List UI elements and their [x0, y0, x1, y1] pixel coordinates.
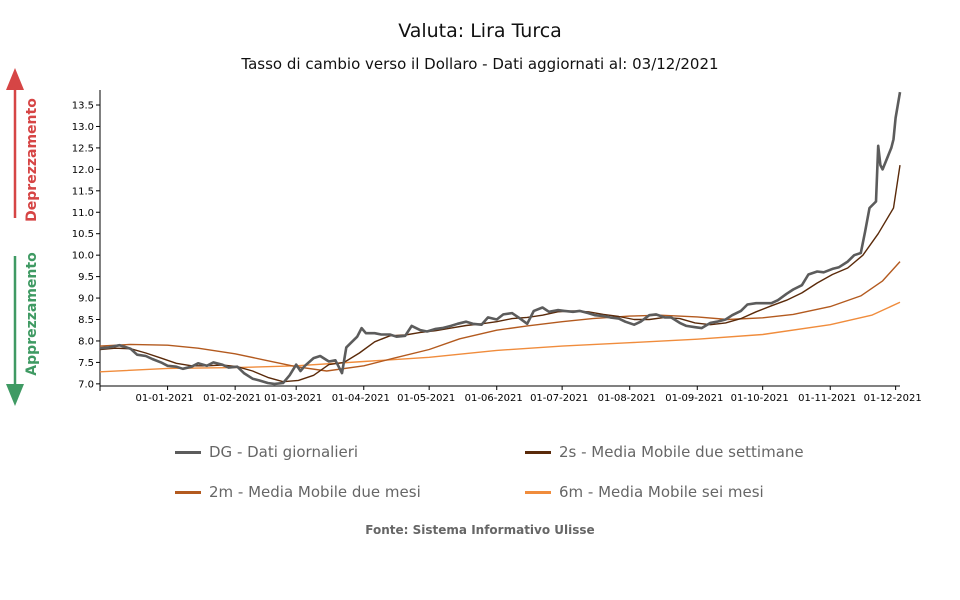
y-tick-label: 8.5 — [78, 315, 94, 326]
x-tick-label: 01-10-2021 — [731, 393, 789, 404]
x-tick-label: 01-06-2021 — [465, 393, 523, 404]
source-note: Fonte: Sistema Informativo Ulisse — [365, 523, 595, 537]
x-tick-label: 01-02-2021 — [203, 393, 261, 404]
up-arrow-icon — [6, 68, 24, 90]
y-tick-label: 13.5 — [72, 101, 94, 112]
series-lines — [99, 91, 902, 386]
y-tick-label: 9.0 — [78, 294, 94, 305]
y-tick-label: 9.5 — [78, 272, 94, 283]
y-axis-ticks: 7.0 7.5 8.0 8.5 9.0 9.5 10.0 10.5 11.0 11.5 12.0 12… — [72, 101, 100, 390]
depreciation-label: Deprezzamento — [24, 98, 40, 222]
series-line-2m — [99, 261, 901, 372]
legend-swatch-2s — [525, 450, 551, 454]
appreciation-label: Apprezzamento — [24, 252, 40, 376]
legend-label-2m: 2m - Media Mobile due mesi — [209, 483, 421, 501]
x-tick-label: 01-12-2021 — [864, 393, 922, 404]
x-tick-label: 01-05-2021 — [397, 393, 455, 404]
x-tick-label: 01-01-2021 — [136, 393, 194, 404]
appreciation-indicator: Apprezzamento — [6, 252, 40, 406]
x-tick-label: 01-03-2021 — [264, 393, 322, 404]
chart-subtitle: Tasso di cambio verso il Dollaro - Dati … — [241, 55, 719, 73]
legend-label-6m: 6m - Media Mobile sei mesi — [559, 483, 764, 501]
legend-swatch-2m — [175, 490, 201, 494]
legend-label-dg: DG - Dati giornalieri — [209, 443, 359, 461]
y-tick-label: 10.5 — [72, 229, 94, 240]
legend-swatch-dg — [175, 450, 201, 454]
series-line-6m — [99, 301, 901, 373]
y-tick-label: 12.5 — [72, 143, 94, 154]
x-tick-label: 01-04-2021 — [332, 393, 390, 404]
x-axis-ticks: 01-01-2021 01-02-2021 01-03-2021 01-04-2021… — [99, 386, 922, 404]
x-tick-label: 01-11-2021 — [798, 393, 856, 404]
depreciation-indicator: Deprezzamento — [6, 68, 40, 222]
legend-item-dg: DG - Dati giornalieri — [175, 443, 358, 461]
series-line-2s — [99, 164, 901, 383]
y-tick-label: 10.0 — [72, 251, 94, 262]
legend-swatch-6m — [525, 490, 551, 494]
y-tick-label: 12.0 — [72, 165, 94, 176]
chart-title: Valuta: Lira Turca — [398, 20, 562, 42]
legend-item-2m: 2m - Media Mobile due mesi — [175, 483, 421, 501]
series-line-dg — [99, 91, 902, 386]
down-arrow-icon — [6, 384, 24, 406]
x-tick-label: 01-09-2021 — [665, 393, 723, 404]
y-tick-label: 7.5 — [78, 358, 94, 369]
y-tick-label: 8.0 — [78, 336, 94, 347]
x-tick-label: 01-07-2021 — [530, 393, 588, 404]
y-tick-label: 11.0 — [72, 208, 94, 219]
legend-label-2s: 2s - Media Mobile due settimane — [559, 443, 804, 461]
legend-item-6m: 6m - Media Mobile sei mesi — [525, 483, 764, 501]
y-tick-label: 11.5 — [72, 186, 94, 197]
legend-item-2s: 2s - Media Mobile due settimane — [525, 443, 804, 461]
y-tick-label: 13.0 — [72, 122, 94, 133]
y-tick-label: 7.0 — [78, 379, 94, 390]
x-tick-label: 01-08-2021 — [598, 393, 656, 404]
